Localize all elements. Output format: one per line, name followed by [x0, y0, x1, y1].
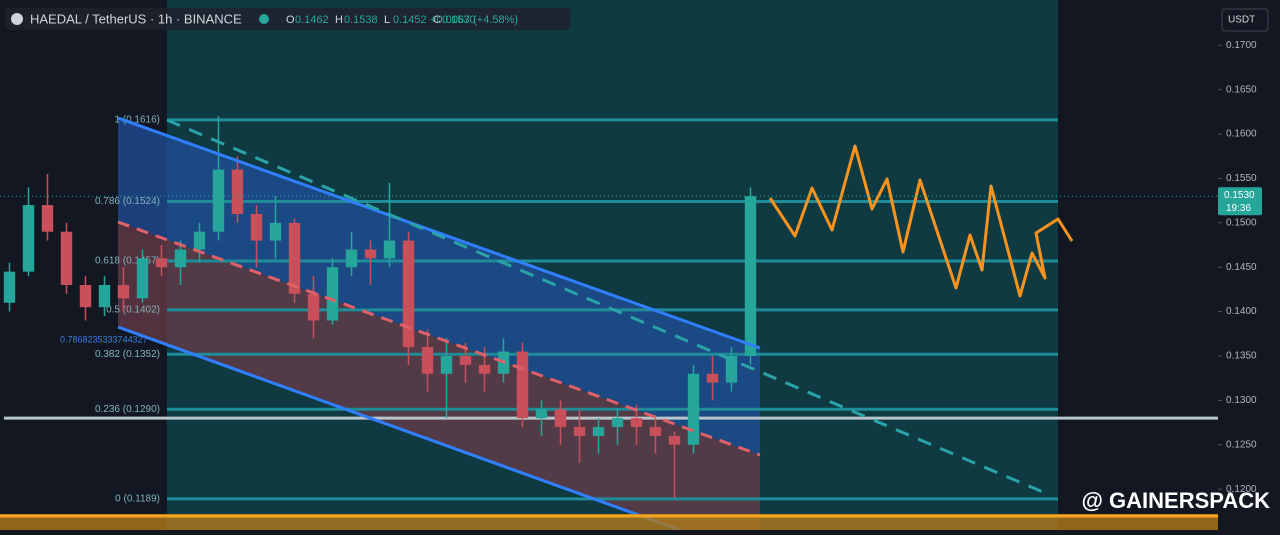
channel-mid: [117, 220, 761, 457]
y-tick-label: 0.1200: [1226, 484, 1257, 495]
projection-zigzag: [768, 144, 1074, 298]
candle-body: [41, 205, 54, 232]
candle-body: [364, 249, 377, 259]
currency[interactable]: USDT: [1228, 15, 1255, 26]
candle-body: [60, 231, 73, 285]
candle-body: [117, 284, 130, 299]
symbol-icon: [11, 13, 23, 25]
candle-body: [440, 355, 453, 374]
candle-body: [421, 347, 434, 374]
ohlc-value: 0.1538: [344, 14, 378, 26]
fib-label: 0.786 (0.1524): [95, 196, 160, 207]
change: +0.0067 (+4.58%): [430, 14, 518, 26]
candle-body: [79, 284, 92, 308]
candle-body: [383, 240, 396, 259]
candle-body: [478, 364, 491, 374]
header-bg: [6, 8, 570, 30]
channel-lower-fill: [118, 222, 760, 530]
candle-body: [592, 427, 605, 436]
candle-body: [174, 249, 187, 268]
candle-body: [687, 373, 700, 445]
y-tick-label: 0.1400: [1226, 306, 1257, 317]
candle-body: [535, 409, 548, 419]
candle-body: [269, 222, 282, 241]
candle-body: [193, 231, 206, 250]
fib-label: 0.236 (0.1290): [95, 404, 160, 415]
candle-body: [744, 196, 757, 356]
candle-body: [307, 293, 320, 321]
candle-body: [554, 409, 567, 428]
bottom-band: [0, 514, 1218, 530]
ohlc: O 0.1462 H 0.1538 L 0.1452 C 0.1530: [286, 14, 476, 26]
ohlc-value: 0.1462: [295, 14, 329, 26]
candle-body: [288, 222, 301, 294]
candle-body: [345, 249, 358, 268]
candle-body: [630, 418, 643, 428]
candle-body: [136, 258, 149, 299]
fib-note: 0.7868235333744327: [60, 334, 148, 344]
candle-body: [98, 284, 111, 308]
candle-body: [649, 427, 662, 436]
last-price: 0.1530: [1224, 190, 1255, 201]
candles: [3, 116, 757, 499]
candle-body: [725, 355, 738, 383]
candle-body: [3, 271, 16, 303]
status-dot: [259, 14, 269, 24]
candle-body: [573, 427, 586, 436]
y-tick-label: 0.1650: [1226, 84, 1257, 95]
y-tick-label: 0.1300: [1226, 395, 1257, 406]
candle-body: [402, 240, 415, 348]
ohlc-key: L: [384, 14, 390, 26]
candle-body: [611, 418, 624, 428]
candle-body: [22, 205, 35, 272]
trend-dashed: [166, 118, 1051, 497]
candle-body: [155, 258, 168, 268]
y-tick-label: 0.1600: [1226, 129, 1257, 140]
candle-body: [250, 213, 263, 241]
watermark: @ GAINERSPACK: [1081, 488, 1270, 513]
y-tick-label: 0.1550: [1226, 173, 1257, 184]
y-tick-label: 0.1500: [1226, 217, 1257, 228]
candle-body: [516, 351, 529, 419]
countdown: 19:36: [1226, 203, 1251, 214]
fib-label: 0.5 (0.1402): [106, 304, 160, 315]
candle-body: [326, 267, 339, 321]
candle-body: [459, 355, 472, 365]
price-axis: [1218, 0, 1280, 530]
channel-top: [117, 116, 761, 350]
y-tick-label: 0.1350: [1226, 351, 1257, 362]
currency-button[interactable]: [1221, 8, 1269, 32]
fib-label: 0 (0.1189): [115, 494, 160, 505]
candle-body: [706, 373, 719, 383]
candle-body: [231, 169, 244, 214]
fib-label: 1 (0.1616): [114, 114, 160, 125]
ohlc-value: 0.1530: [442, 14, 476, 26]
y-tick-label: 0.1250: [1226, 439, 1257, 450]
ohlc-key: H: [335, 14, 343, 26]
ohlc-key: C: [433, 14, 441, 26]
symbol[interactable]: HAEDAL / TetherUS · 1h · BINANCE: [30, 11, 242, 26]
candle-body: [668, 435, 681, 445]
fib-label: 0.618 (0.1457): [95, 256, 160, 267]
ohlc-value: 0.1452: [393, 14, 427, 26]
candle-body: [212, 169, 225, 232]
last-price-tag: [1218, 187, 1262, 216]
ohlc-key: O: [286, 14, 295, 26]
y-tick-label: 0.1700: [1226, 40, 1257, 51]
y-tick-label: 0.1450: [1226, 262, 1257, 273]
channel-bottom: [117, 325, 681, 532]
fib-label: 0.382 (0.1352): [95, 349, 160, 360]
